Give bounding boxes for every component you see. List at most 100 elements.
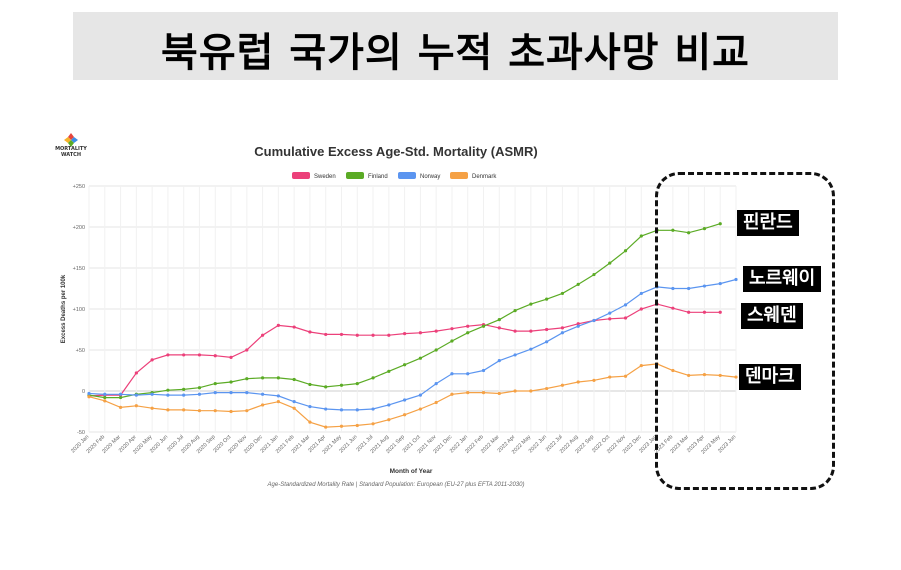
data-point-norway (481, 368, 486, 373)
data-point-norway (623, 303, 628, 307)
data-point-norway (403, 398, 407, 402)
data-point-finland (576, 282, 580, 286)
data-point-denmark (592, 378, 596, 382)
data-point-sweden (355, 333, 359, 337)
data-point-finland (245, 377, 249, 381)
data-point-finland (118, 395, 123, 400)
data-point-sweden (371, 333, 375, 337)
data-point-finland (497, 318, 501, 322)
data-point-denmark (418, 407, 422, 411)
logo-text-line1: MORTALITY (55, 146, 87, 152)
data-point-sweden (229, 355, 233, 359)
data-point-norway (213, 391, 217, 395)
data-point-norway (687, 286, 691, 291)
data-point-finland (513, 309, 517, 313)
data-point-denmark (118, 405, 123, 409)
data-point-denmark (355, 423, 359, 428)
data-point-norway (466, 372, 470, 376)
data-point-norway (245, 391, 249, 395)
y-tick-label: 0 (82, 389, 85, 395)
data-point-denmark (545, 386, 549, 391)
data-point-finland (702, 227, 707, 231)
data-point-finland (292, 377, 296, 382)
data-point-norway (182, 393, 186, 397)
data-point-sweden (718, 310, 722, 314)
data-point-finland (213, 382, 217, 386)
data-point-norway (260, 392, 265, 396)
data-point-sweden (292, 325, 296, 329)
data-point-finland (718, 222, 722, 226)
data-point-sweden (450, 327, 454, 331)
x-axis-label: Month of Year (390, 468, 433, 475)
data-point-norway (387, 403, 391, 407)
data-point-norway (671, 286, 675, 291)
data-point-norway (197, 392, 202, 396)
data-point-finland (166, 388, 170, 392)
chart-title: Cumulative Excess Age-Std. Mortality (AS… (254, 144, 537, 159)
data-point-finland (403, 363, 407, 367)
data-point-denmark (497, 391, 501, 396)
data-point-sweden (466, 324, 470, 328)
data-point-norway (450, 372, 454, 376)
data-point-norway (513, 353, 517, 357)
data-point-denmark (481, 391, 486, 395)
data-point-denmark (513, 389, 517, 393)
data-point-denmark (434, 400, 438, 405)
y-tick-label: +150 (73, 266, 85, 272)
data-point-norway (150, 392, 154, 396)
data-point-sweden (576, 322, 580, 326)
data-point-denmark (197, 409, 202, 413)
data-point-sweden (608, 317, 612, 321)
data-point-finland (639, 234, 643, 238)
data-point-sweden (560, 326, 565, 330)
data-point-denmark (324, 425, 328, 429)
data-point-norway (434, 382, 438, 386)
data-point-denmark (450, 392, 454, 396)
data-point-finland (592, 272, 596, 277)
legend-label-denmark: Denmark (472, 174, 497, 180)
data-point-finland (687, 231, 691, 235)
data-point-finland (671, 228, 675, 232)
data-point-sweden (308, 330, 312, 334)
data-point-sweden (671, 306, 675, 310)
data-point-finland (466, 331, 470, 335)
data-point-denmark (103, 399, 107, 403)
data-point-norway (292, 400, 296, 404)
data-point-sweden (513, 329, 517, 333)
data-point-norway (608, 311, 612, 315)
data-point-norway (134, 393, 138, 397)
data-point-denmark (276, 400, 280, 404)
data-point-norway (592, 318, 596, 323)
data-point-norway (87, 391, 91, 396)
data-point-denmark (734, 375, 738, 379)
series-line-denmark (88, 363, 737, 428)
data-point-denmark (529, 389, 533, 393)
data-point-sweden (418, 331, 422, 335)
data-point-finland (387, 369, 391, 373)
data-point-finland (182, 387, 186, 391)
data-point-finland (434, 348, 438, 352)
data-point-denmark (718, 373, 722, 378)
y-tick-label: +200 (73, 225, 85, 231)
data-point-denmark (466, 391, 470, 395)
data-point-denmark (687, 373, 691, 378)
data-point-sweden (545, 327, 549, 332)
data-point-finland (103, 395, 107, 400)
data-point-denmark (260, 403, 265, 407)
data-point-norway (418, 393, 422, 397)
data-point-sweden (687, 310, 691, 314)
data-point-norway (355, 408, 359, 412)
chart-subtitle: Age-Standardized Mortality Rate | Standa… (267, 482, 525, 488)
legend-swatch-sweden (292, 172, 310, 179)
data-point-finland (418, 356, 422, 360)
data-point-finland (545, 297, 549, 301)
data-point-sweden (403, 332, 407, 336)
mortality-watch-logo-icon (64, 133, 78, 147)
chart-series (87, 222, 738, 429)
data-point-norway (702, 284, 707, 288)
data-point-sweden (245, 348, 249, 352)
data-point-sweden (213, 354, 217, 358)
legend-swatch-finland (346, 172, 364, 179)
data-point-norway (339, 408, 344, 412)
logo-text-line2: WATCH (60, 152, 82, 158)
